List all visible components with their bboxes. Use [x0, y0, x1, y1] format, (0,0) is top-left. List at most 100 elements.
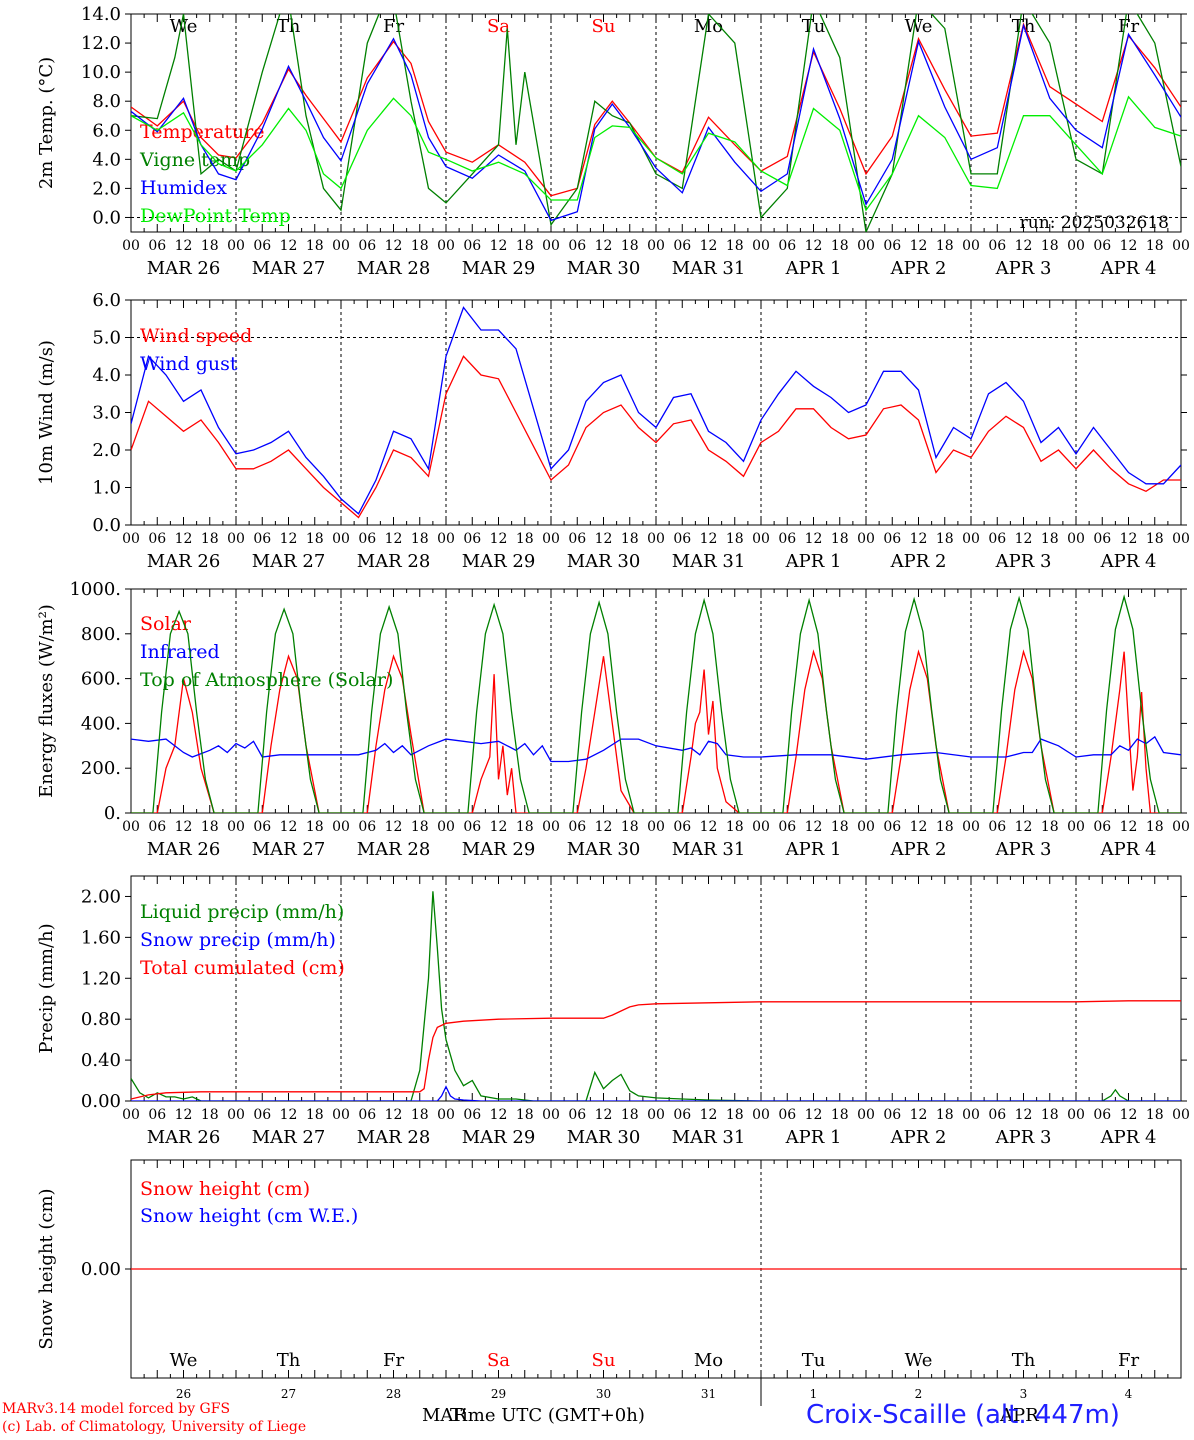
hour-label: 18 — [726, 1107, 744, 1123]
hour-label: 12 — [805, 819, 823, 835]
hour-label: 18 — [621, 819, 639, 835]
hour-label: 00 — [227, 819, 245, 835]
hour-label: 12 — [1120, 531, 1138, 547]
hour-label: 06 — [883, 531, 901, 547]
hour-label: 00 — [227, 531, 245, 547]
weekday-label: Tu — [802, 16, 826, 37]
series-line-3 — [131, 594, 1181, 813]
hour-label: 12 — [805, 531, 823, 547]
weekday-label: We — [170, 16, 198, 37]
date-label: APR 3 — [995, 551, 1052, 572]
y-tick-label: 3.0 — [92, 403, 121, 424]
date-label: MAR 29 — [462, 551, 536, 572]
date-label: APR 2 — [890, 839, 947, 860]
y-tick-label: 0.0 — [92, 515, 121, 536]
hour-label: 00 — [122, 238, 140, 254]
day-number-label: 31 — [701, 1387, 716, 1401]
date-label: MAR 30 — [567, 551, 641, 572]
hour-label: 12 — [805, 238, 823, 254]
hour-label: 06 — [778, 1107, 796, 1123]
hour-label: 00 — [122, 819, 140, 835]
y-tick-label: 0.00 — [81, 1259, 121, 1280]
hour-label: 18 — [726, 531, 744, 547]
hour-label: 00 — [437, 531, 455, 547]
y-tick-label: 400. — [81, 713, 121, 734]
hour-label: 12 — [490, 238, 508, 254]
day-number-label: 1 — [810, 1387, 818, 1401]
hour-label: 06 — [463, 1107, 481, 1123]
date-label: APR 2 — [890, 258, 947, 279]
series-line-2 — [131, 1085, 1181, 1101]
hour-label: 18 — [1041, 819, 1059, 835]
weekday-label: Sa — [487, 1350, 510, 1371]
hour-label: 00 — [647, 531, 665, 547]
hour-label: 12 — [700, 531, 718, 547]
hour-label: 06 — [148, 819, 166, 835]
y-tick-label: 0.00 — [81, 1091, 121, 1112]
hour-label: 06 — [358, 819, 376, 835]
date-label: MAR 28 — [357, 839, 431, 860]
date-label: MAR 29 — [462, 839, 536, 860]
hour-label: 00 — [437, 238, 455, 254]
day-number-label: 4 — [1125, 1387, 1133, 1401]
hour-label: 00 — [647, 1107, 665, 1123]
hour-label: 00 — [647, 238, 665, 254]
y-tick-label: 1.60 — [81, 927, 121, 948]
hour-label: 00 — [962, 1107, 980, 1123]
y-tick-label: 2.0 — [92, 440, 121, 461]
date-label: MAR 29 — [462, 258, 536, 279]
date-label: MAR 31 — [672, 839, 746, 860]
y-axis-title: Snow height (cm) — [36, 1188, 57, 1349]
hour-label: 06 — [673, 1107, 691, 1123]
y-tick-label: 14.0 — [81, 4, 121, 25]
hour-label: 12 — [1015, 531, 1033, 547]
hour-label: 12 — [910, 238, 928, 254]
hour-label: 00 — [1172, 819, 1190, 835]
date-label: MAR 27 — [252, 1127, 326, 1148]
weekday-label: Th — [1012, 1350, 1036, 1371]
date-label: APR 1 — [785, 551, 842, 572]
hour-label: 18 — [1146, 238, 1164, 254]
legend-entry: Solar — [140, 613, 192, 635]
y-tick-label: 0.0 — [92, 207, 121, 228]
legend-entry: Infrared — [140, 641, 220, 663]
y-tick-label: 200. — [81, 758, 121, 779]
hour-label: 18 — [411, 819, 429, 835]
weekday-label: Su — [592, 16, 616, 37]
day-number-label: 3 — [1020, 1387, 1028, 1401]
station-label: Croix-Scaille (alt. 447m) — [806, 1400, 1120, 1430]
hour-label: 00 — [647, 819, 665, 835]
legend-entry: Wind speed — [140, 325, 252, 347]
date-label: MAR 31 — [672, 551, 746, 572]
hour-label: 12 — [910, 819, 928, 835]
hour-label: 06 — [358, 531, 376, 547]
date-label: MAR 30 — [567, 258, 641, 279]
weekday-label: Fr — [383, 16, 404, 37]
hour-label: 12 — [280, 531, 298, 547]
hour-label: 00 — [122, 531, 140, 547]
hour-label: 06 — [673, 531, 691, 547]
hour-label: 18 — [1146, 531, 1164, 547]
hour-label: 18 — [1041, 1107, 1059, 1123]
y-tick-label: 1.20 — [81, 968, 121, 989]
hour-label: 12 — [175, 531, 193, 547]
y-tick-label: 10.0 — [81, 62, 121, 83]
weekday-label: We — [170, 1350, 198, 1371]
day-number-label: 26 — [176, 1387, 191, 1401]
series-line-2 — [131, 306, 1181, 515]
series-line-4 — [131, 95, 1181, 212]
date-label: APR 4 — [1100, 1127, 1157, 1148]
series-line-1 — [131, 649, 1181, 813]
hour-label: 18 — [516, 819, 534, 835]
series-line-3 — [131, 1000, 1181, 1100]
date-label: APR 3 — [995, 258, 1052, 279]
hour-label: 12 — [385, 238, 403, 254]
hour-label: 00 — [962, 819, 980, 835]
hour-label: 00 — [332, 238, 350, 254]
hour-label: 18 — [201, 819, 219, 835]
credits: MARv3.14 model forced by GFS (c) Lab. of… — [2, 1400, 306, 1436]
date-label: APR 1 — [785, 839, 842, 860]
hour-label: 00 — [437, 819, 455, 835]
series-line-1 — [131, 355, 1181, 519]
